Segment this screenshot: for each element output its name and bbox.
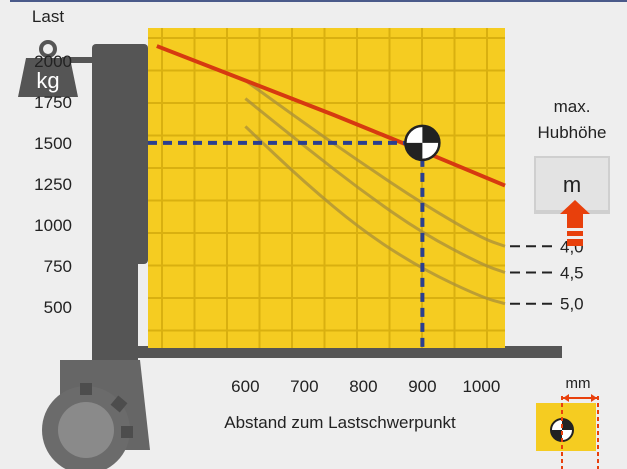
- y-tick-label: 500: [44, 298, 72, 317]
- marker-quadrant: [405, 142, 423, 160]
- y-tick-label: 1250: [34, 175, 72, 194]
- weight-icon-label: kg: [36, 68, 59, 93]
- capacity-line: [156, 44, 506, 188]
- y-tick-label: 1000: [34, 216, 72, 235]
- panel-background: [148, 28, 505, 348]
- y-tick-label: 1500: [34, 134, 72, 153]
- load-center-marker: [404, 124, 441, 162]
- up-arrow-icon: [560, 200, 590, 246]
- load-panel: [148, 28, 505, 348]
- x-tick-labels: 600 700 800 900 1000: [231, 377, 500, 396]
- max-lift-label-line2: Hubhöhe: [537, 123, 606, 142]
- max-lift-unit: m: [563, 172, 581, 197]
- capacity-series: [156, 44, 506, 188]
- x-tick-label: 800: [349, 377, 377, 396]
- lift-height-curves: [244, 79, 506, 306]
- lift-height-label: 5,0: [560, 295, 584, 314]
- y-axis-label: Last: [32, 7, 64, 26]
- y-tick-label: 1750: [34, 93, 72, 112]
- lift-height-labels: 4,04,55,0: [510, 237, 584, 314]
- wheel-icon: [42, 383, 133, 469]
- weight-icon: kg: [18, 40, 100, 97]
- max-lift-height-box: m: [534, 156, 610, 214]
- y-tick-labels: 2000 1750 1500 1250 1000 750 500: [34, 52, 72, 317]
- lift-height-curve: [244, 125, 506, 306]
- x-axis-label: Abstand zum Lastschwerpunkt: [224, 413, 456, 432]
- x-tick-label: 900: [408, 377, 436, 396]
- lift-height-curve: [244, 79, 506, 248]
- mm-unit-label: mm: [566, 375, 591, 392]
- x-tick-label: 600: [231, 377, 259, 396]
- marker-quadrant: [422, 125, 440, 143]
- load-center-icon: [536, 394, 599, 469]
- marker-guides: [148, 140, 425, 348]
- y-tick-label: 2000: [34, 52, 72, 71]
- lift-height-curve: [244, 97, 506, 274]
- max-lift-label-line1: max.: [554, 97, 591, 116]
- lift-height-label: 4,5: [560, 264, 584, 283]
- x-tick-label: 1000: [462, 377, 500, 396]
- x-tick-label: 700: [290, 377, 318, 396]
- y-tick-label: 750: [44, 257, 72, 276]
